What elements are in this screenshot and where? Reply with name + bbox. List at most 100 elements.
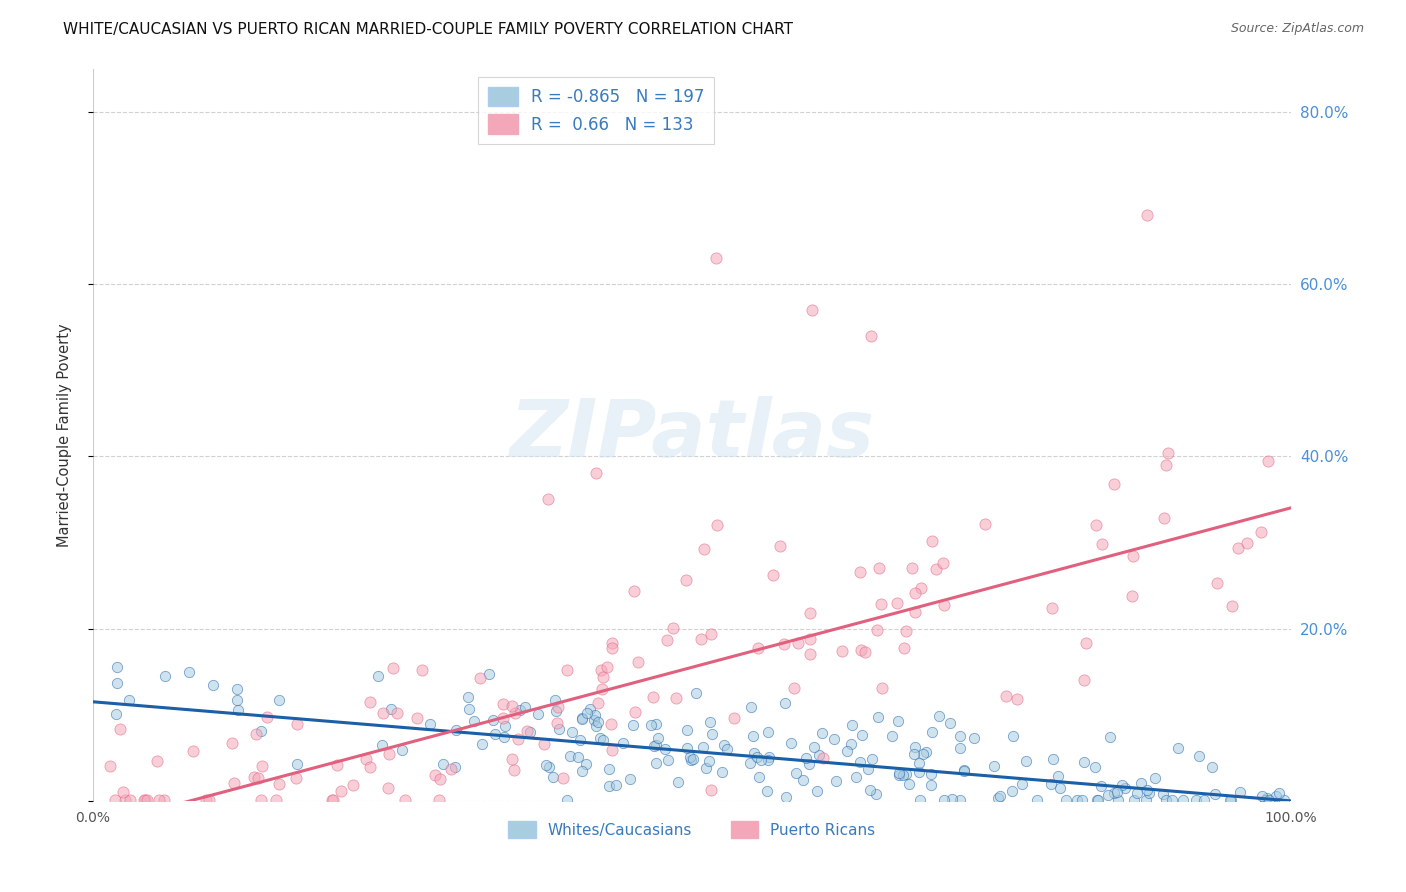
Point bbox=[1130, 776, 1153, 790]
Point bbox=[391, 743, 413, 757]
Point bbox=[939, 716, 962, 731]
Point bbox=[921, 533, 943, 548]
Point bbox=[839, 738, 862, 752]
Point bbox=[769, 539, 792, 553]
Point bbox=[1268, 786, 1291, 800]
Point bbox=[870, 597, 893, 611]
Point bbox=[105, 676, 128, 690]
Point bbox=[1001, 729, 1024, 743]
Point bbox=[1226, 541, 1249, 556]
Legend: Whites/Caucasians, Puerto Ricans: Whites/Caucasians, Puerto Ricans bbox=[502, 814, 882, 845]
Point bbox=[558, 748, 581, 763]
Point bbox=[582, 713, 605, 727]
Point bbox=[534, 757, 557, 772]
Point bbox=[692, 739, 714, 754]
Point bbox=[920, 778, 942, 792]
Point bbox=[354, 752, 377, 766]
Point bbox=[889, 768, 911, 782]
Point bbox=[596, 660, 619, 674]
Point bbox=[1073, 673, 1095, 688]
Point bbox=[1161, 793, 1184, 807]
Point bbox=[711, 765, 734, 780]
Point bbox=[910, 581, 932, 595]
Point bbox=[501, 752, 523, 766]
Point bbox=[949, 741, 972, 756]
Point bbox=[201, 677, 224, 691]
Point bbox=[932, 598, 955, 612]
Point bbox=[492, 697, 515, 711]
Point bbox=[988, 789, 1011, 804]
Point bbox=[177, 665, 200, 679]
Point bbox=[591, 681, 613, 696]
Point bbox=[797, 756, 820, 771]
Point bbox=[1136, 208, 1159, 222]
Point bbox=[704, 251, 727, 265]
Point bbox=[481, 713, 503, 727]
Point bbox=[748, 770, 770, 784]
Point bbox=[108, 722, 131, 736]
Point bbox=[995, 689, 1018, 703]
Point bbox=[1257, 793, 1279, 807]
Point bbox=[887, 765, 910, 780]
Point bbox=[800, 302, 823, 317]
Point bbox=[492, 711, 515, 725]
Point bbox=[1099, 731, 1122, 745]
Point bbox=[792, 772, 814, 787]
Point bbox=[225, 681, 247, 696]
Point bbox=[1104, 477, 1126, 491]
Point bbox=[664, 691, 686, 706]
Point bbox=[548, 723, 571, 737]
Point bbox=[1167, 740, 1189, 755]
Point bbox=[1188, 749, 1211, 764]
Point bbox=[1071, 793, 1094, 807]
Point bbox=[1257, 454, 1279, 468]
Point bbox=[1205, 576, 1227, 591]
Point bbox=[1011, 777, 1033, 791]
Point bbox=[250, 793, 273, 807]
Point bbox=[322, 793, 344, 807]
Point bbox=[492, 730, 515, 744]
Point bbox=[1192, 793, 1215, 807]
Point bbox=[896, 766, 918, 780]
Point bbox=[745, 750, 768, 764]
Point bbox=[699, 754, 721, 768]
Point bbox=[506, 732, 529, 747]
Point bbox=[900, 561, 922, 575]
Point bbox=[799, 606, 821, 620]
Point bbox=[654, 742, 676, 756]
Point bbox=[342, 778, 364, 792]
Point bbox=[803, 739, 825, 754]
Point bbox=[641, 690, 664, 705]
Point bbox=[444, 760, 467, 774]
Point bbox=[578, 701, 600, 715]
Point bbox=[555, 793, 578, 807]
Point bbox=[949, 793, 972, 807]
Point bbox=[1185, 793, 1208, 807]
Point bbox=[799, 648, 821, 662]
Point bbox=[928, 708, 950, 723]
Point bbox=[104, 793, 127, 807]
Point bbox=[811, 726, 834, 740]
Point bbox=[953, 764, 976, 779]
Point bbox=[537, 492, 560, 507]
Point bbox=[569, 733, 592, 747]
Point bbox=[321, 793, 343, 807]
Point bbox=[1254, 793, 1277, 807]
Point bbox=[904, 740, 927, 755]
Point bbox=[575, 706, 598, 721]
Point bbox=[245, 727, 267, 741]
Point bbox=[700, 627, 723, 641]
Point bbox=[891, 768, 914, 782]
Point bbox=[440, 763, 463, 777]
Point bbox=[783, 681, 806, 695]
Point bbox=[256, 710, 278, 724]
Point bbox=[114, 793, 136, 807]
Point bbox=[849, 755, 872, 769]
Point bbox=[1085, 793, 1108, 807]
Point bbox=[600, 743, 623, 757]
Point bbox=[586, 714, 609, 729]
Point bbox=[1219, 793, 1241, 807]
Point bbox=[1152, 787, 1174, 801]
Point bbox=[502, 763, 524, 777]
Point bbox=[247, 771, 270, 785]
